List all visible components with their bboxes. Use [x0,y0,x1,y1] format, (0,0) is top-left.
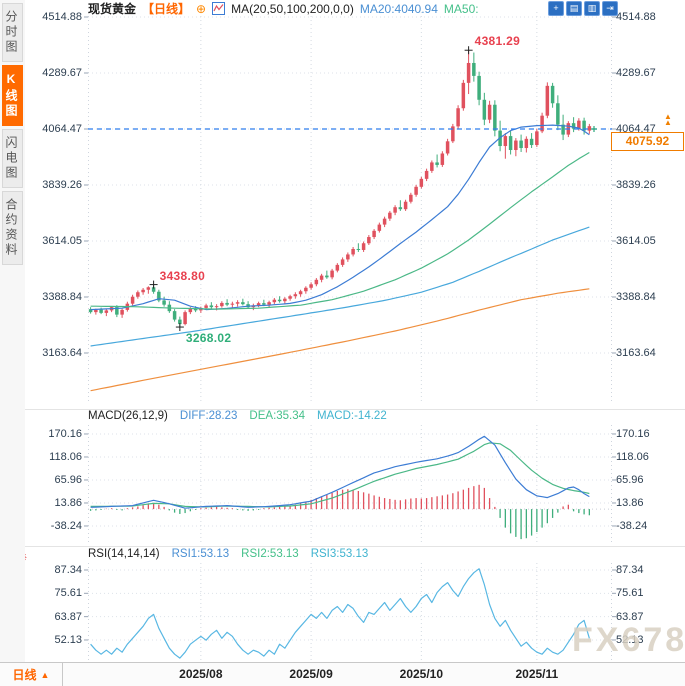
period-label: 日线 [12,668,37,682]
macd-axis-label-right: -38.24 [616,519,648,532]
panel-separator [25,409,685,410]
sidebar-tab-contract-info[interactable]: 合约资料 [2,191,23,265]
sidebar-tab-flash-chart[interactable]: 闪电图 [2,129,23,188]
macd-axis-label-right: 118.06 [616,450,649,463]
instrument-title: 现货黄金 [88,2,137,16]
price-axis-label-right: 4289.67 [616,67,656,79]
current-price-value: 4075.92 [625,134,670,148]
price-axis-label-right: 3614.05 [616,235,656,247]
rsi-header: RSI(14,14,14) RSI1:53.13 RSI2:53.13 RSI3… [88,548,368,560]
ma50-value: MA50: [443,1,479,16]
rsi-axis-label-left: 52.13 [54,633,82,646]
watermark: FX678 [572,621,685,659]
x-axis-label: 2025/11 [515,667,559,681]
price-axis-label-right: 3839.26 [616,179,656,191]
bottom-bar: 日线 ▲ [0,662,685,686]
current-price-box: 4075.92 [611,132,684,151]
price-axis-label-right: 4514.88 [616,11,656,23]
macd-canvas[interactable] [0,425,685,543]
price-axis-label-left: 3163.64 [42,347,82,359]
sidebar: 分时图 K线图闪电图合约资料 [0,0,25,662]
indicator-settings-icon[interactable]: ⊕ [196,1,207,16]
pan-right-icon[interactable]: ⇥ [602,1,618,16]
price-axis-label-left: 3388.84 [42,291,82,303]
mini-chart-icon[interactable] [212,2,226,15]
rsi1-value: RSI1:53.13 [171,548,230,560]
rsi3-value: RSI3:53.13 [310,548,369,560]
macd-title[interactable]: MACD(26,12,9) [88,410,168,422]
scale-y-icon[interactable]: ▥ [584,1,600,16]
price-annotation: 3438.80 [159,268,206,283]
rsi-axis-label-left: 63.87 [54,610,82,623]
period-up-triangle-icon: ▲ [40,669,50,680]
price-axis-label-left: 4289.67 [42,67,82,79]
rsi2-value: RSI2:53.13 [241,548,299,560]
macd-axis-label-right: 170.16 [616,427,650,440]
price-axis-label-right: 3163.64 [616,347,656,359]
ma20-value: MA20:4040.94 [359,1,438,16]
rsi-axis-label-right: 75.61 [616,587,644,600]
price-axis-label-left: 3839.26 [42,179,82,191]
macd-axis-label-left: 65.96 [54,473,82,486]
sidebar-tab-time-chart[interactable]: 分时图 [2,3,23,62]
price-annotation: 3268.02 [185,331,232,346]
period-tag[interactable]: 【日线】 [142,2,191,16]
macd-axis-label-left: 118.06 [49,450,82,463]
price-axis-label-left: 4064.47 [42,123,82,135]
macd-axis-label-left: 170.16 [48,427,82,440]
macd-axis-label-left: -38.24 [50,519,82,532]
macd-header: MACD(26,12,9) DIFF:28.23 DEA:35.34 MACD:… [88,410,387,422]
crosshair-icon[interactable]: + [548,1,564,16]
x-axis-label: 2025/08 [179,667,223,681]
price-chart-canvas[interactable] [0,12,685,402]
macd-axis-label-left: 13.86 [54,496,82,509]
macd-dea-value: DEA:35.34 [249,410,306,422]
price-axis-label-right: 3388.84 [616,291,656,303]
price-axis-label-left: 3614.05 [42,235,82,247]
chart-toolbar: + ▤ ▥ ⇥ [548,1,618,16]
rsi-title[interactable]: RSI(14,14,14) [88,548,160,560]
rsi-axis-label-right: 52.13 [616,633,644,646]
macd-diff-value: DIFF:28.23 [179,410,238,422]
rsi-axis-label-left: 87.34 [54,563,82,576]
price-axis-label-left: 4514.88 [42,11,82,23]
rsi-axis-label-right: 63.87 [616,610,644,623]
rsi-axis-label-left: 75.61 [54,587,82,600]
period-selector[interactable]: 日线 ▲ [0,663,63,686]
macd-axis-label-right: 13.86 [616,496,644,509]
x-axis-label: 2025/09 [289,667,333,681]
ma-settings-label[interactable]: MA(20,50,100,200,0,0) [231,1,354,16]
panel-separator [25,546,685,547]
macd-macd-value: MACD:-14.22 [317,410,387,422]
chart-header: 现货黄金 【日线】 ⊕ MA(20,50,100,200,0,0) MA20:4… [88,1,479,17]
rsi-canvas[interactable] [0,563,685,660]
x-axis-label: 2025/10 [399,667,444,681]
scale-x-icon[interactable]: ▤ [566,1,582,16]
sidebar-tab-kline-chart[interactable]: K线图 [2,65,23,126]
rsi-axis-label-right: 87.34 [616,563,644,576]
price-annotation: 4381.29 [474,34,521,49]
macd-axis-label-right: 65.96 [616,473,644,486]
price-up-arrows-icon: ▲ ▲ [664,112,672,127]
